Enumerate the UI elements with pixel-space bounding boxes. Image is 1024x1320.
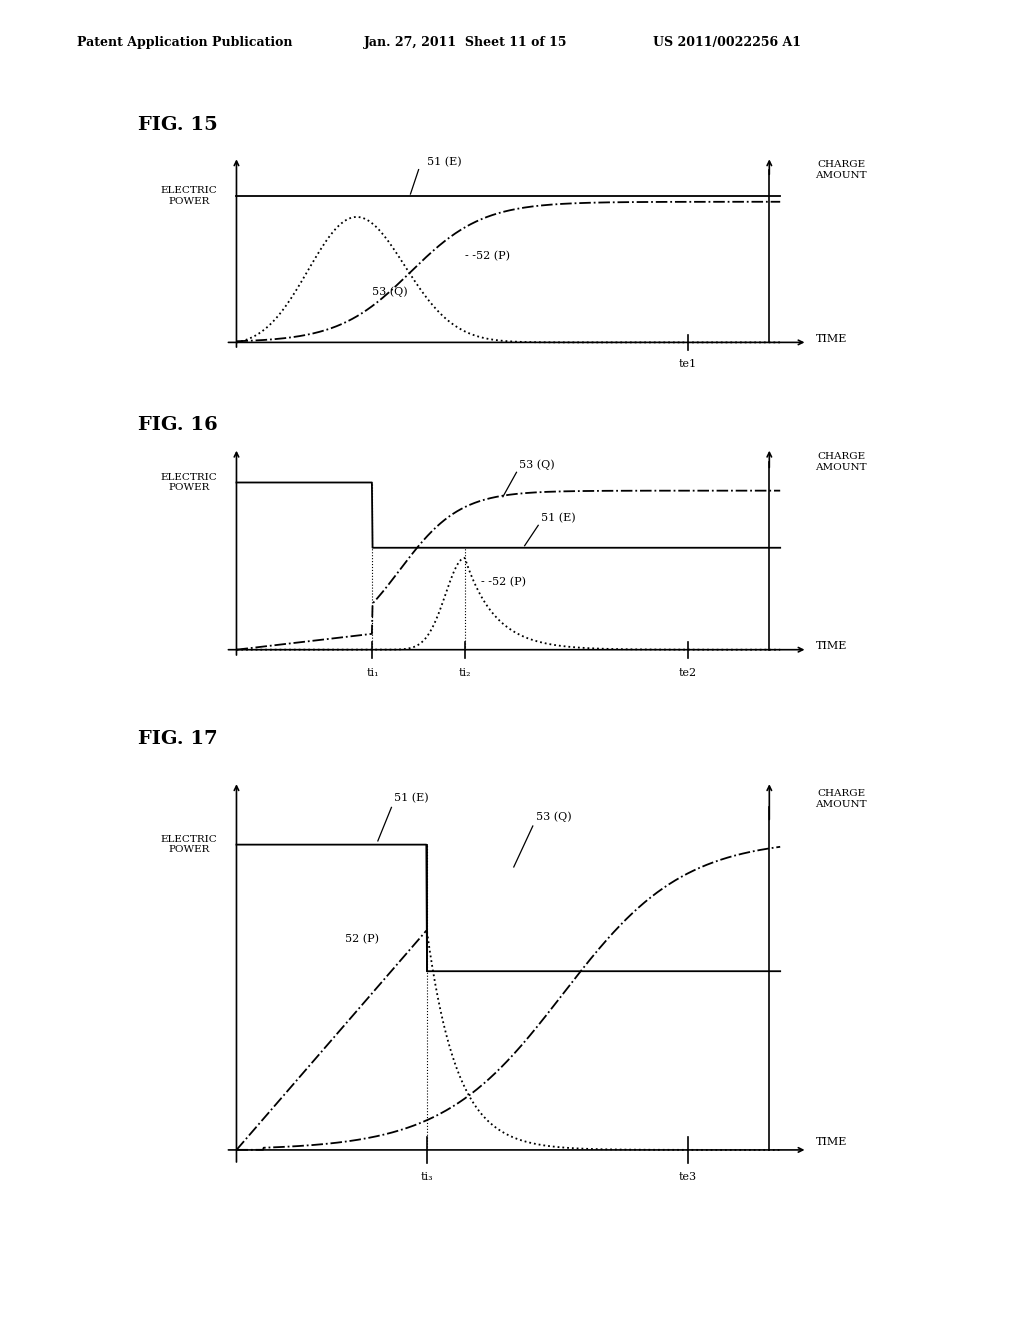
Text: ELECTRIC
POWER: ELECTRIC POWER: [161, 186, 217, 206]
Text: TIME: TIME: [815, 1138, 847, 1147]
Text: te3: te3: [679, 1172, 696, 1183]
Text: CHARGE
AMOUNT: CHARGE AMOUNT: [815, 451, 867, 473]
Text: Jan. 27, 2011  Sheet 11 of 15: Jan. 27, 2011 Sheet 11 of 15: [364, 36, 567, 49]
Text: ELECTRIC
POWER: ELECTRIC POWER: [161, 473, 217, 492]
Text: - -52 (P): - -52 (P): [465, 251, 510, 261]
Text: FIG. 15: FIG. 15: [138, 116, 218, 135]
Text: 53 (Q): 53 (Q): [373, 286, 408, 297]
Text: FIG. 17: FIG. 17: [138, 730, 218, 748]
Text: CHARGE
AMOUNT: CHARGE AMOUNT: [815, 789, 867, 809]
Text: 51 (E): 51 (E): [394, 793, 429, 804]
Text: ti₁: ti₁: [367, 668, 379, 678]
Text: TIME: TIME: [815, 640, 847, 651]
Text: ti₂: ti₂: [459, 668, 471, 678]
Text: 53 (Q): 53 (Q): [536, 812, 571, 822]
Text: TIME: TIME: [815, 334, 847, 343]
Text: te1: te1: [679, 359, 696, 370]
Text: - -52 (P): - -52 (P): [481, 577, 526, 587]
Text: FIG. 16: FIG. 16: [138, 416, 218, 434]
Text: US 2011/0022256 A1: US 2011/0022256 A1: [653, 36, 802, 49]
Text: 52 (P): 52 (P): [345, 935, 379, 944]
Text: 51 (E): 51 (E): [541, 513, 575, 523]
Text: 53 (Q): 53 (Q): [519, 459, 555, 470]
Text: 51 (E): 51 (E): [427, 157, 462, 168]
Text: ELECTRIC
POWER: ELECTRIC POWER: [161, 836, 217, 854]
Text: Patent Application Publication: Patent Application Publication: [77, 36, 292, 49]
Text: te2: te2: [679, 668, 696, 678]
Text: CHARGE
AMOUNT: CHARGE AMOUNT: [815, 160, 867, 181]
Text: ti₃: ti₃: [421, 1172, 433, 1183]
